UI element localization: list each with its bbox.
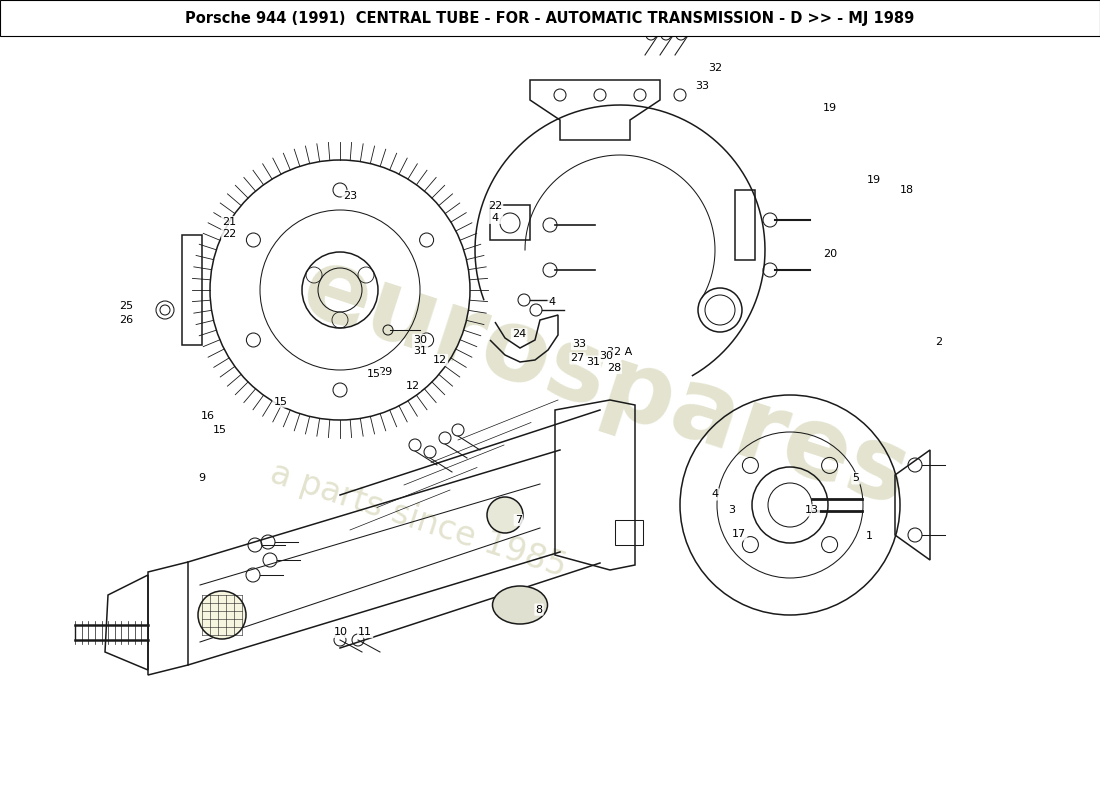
Text: 1: 1 (866, 531, 872, 541)
Text: 23: 23 (343, 191, 356, 201)
Text: 9: 9 (198, 474, 205, 483)
Text: 30
31: 30 31 (414, 334, 427, 357)
Text: 27: 27 (571, 354, 584, 363)
Text: 20: 20 (823, 250, 837, 259)
Circle shape (487, 497, 522, 533)
Text: Porsche 944 (1991)  CENTRAL TUBE - FOR - AUTOMATIC TRANSMISSION - D >> - MJ 1989: Porsche 944 (1991) CENTRAL TUBE - FOR - … (186, 10, 914, 26)
Text: 22
4: 22 4 (488, 202, 502, 222)
Text: 3: 3 (728, 506, 735, 515)
Text: 28: 28 (607, 363, 620, 373)
Circle shape (198, 591, 246, 639)
Text: 26: 26 (120, 315, 133, 325)
Text: 10: 10 (334, 627, 348, 637)
Text: 25: 25 (120, 302, 133, 311)
Bar (182, 235, 202, 345)
Text: 21
22: 21 22 (222, 217, 236, 238)
Text: 4: 4 (712, 490, 718, 499)
Text: 4: 4 (549, 298, 556, 307)
Text: 18: 18 (900, 185, 914, 194)
Text: 15: 15 (213, 426, 227, 435)
Text: 12: 12 (433, 355, 447, 365)
Text: 24: 24 (513, 330, 526, 339)
Text: 16: 16 (201, 411, 216, 421)
Text: 11: 11 (359, 627, 372, 637)
Text: 2: 2 (935, 338, 942, 347)
Bar (615, 520, 644, 545)
Text: 17: 17 (733, 530, 746, 539)
Text: a parts since 1985: a parts since 1985 (266, 457, 570, 583)
Text: 15: 15 (367, 370, 381, 379)
Text: 5: 5 (852, 474, 859, 483)
Text: 15: 15 (274, 397, 287, 406)
Text: 12: 12 (406, 381, 419, 390)
Text: 19: 19 (867, 175, 881, 185)
Text: 31: 31 (586, 357, 601, 366)
Text: 32: 32 (708, 63, 722, 73)
Text: 32 A: 32 A (607, 347, 632, 357)
Text: 7: 7 (515, 515, 521, 525)
Text: 19: 19 (823, 103, 837, 113)
Bar (0, 0, 1100, 36)
Text: 30: 30 (600, 351, 614, 361)
Text: 8: 8 (536, 605, 542, 614)
Text: 33: 33 (572, 339, 586, 349)
Bar (490, 205, 530, 240)
Text: 13: 13 (805, 506, 818, 515)
Text: eurospares: eurospares (289, 240, 921, 528)
Text: 33: 33 (695, 82, 708, 91)
Ellipse shape (493, 586, 548, 624)
Text: 29: 29 (378, 367, 392, 377)
